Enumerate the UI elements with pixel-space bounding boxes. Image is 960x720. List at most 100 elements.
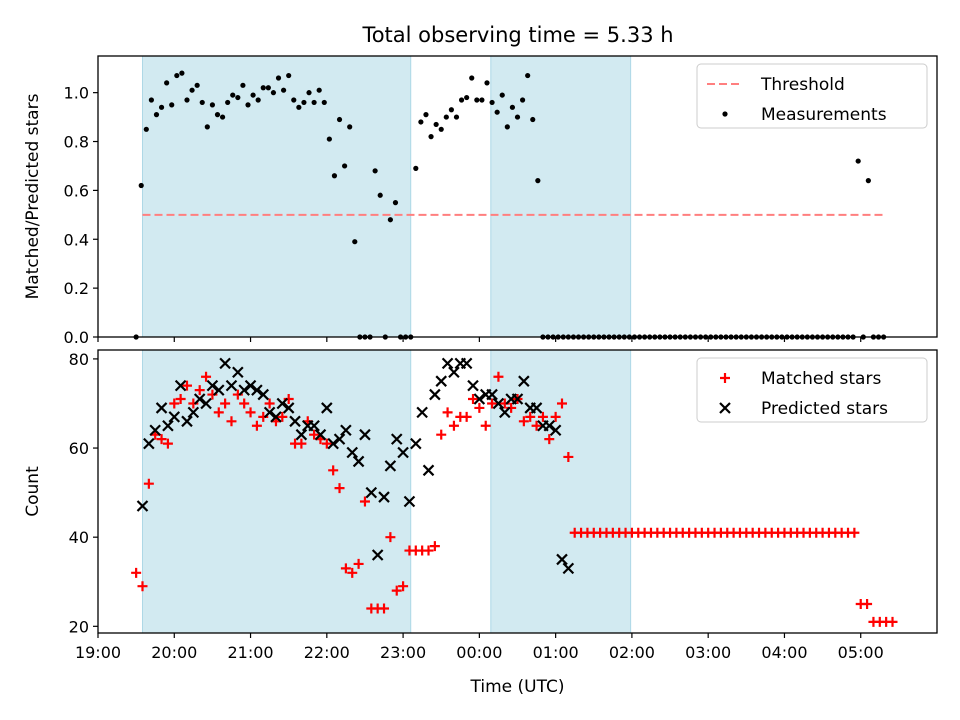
matched-star-point [137,581,148,592]
measurement-point [245,102,251,108]
matched-star-point [862,599,873,610]
measurement-point [458,97,465,103]
measurement-point [453,114,460,120]
matched-star-point [423,545,434,556]
measurement-point [413,165,419,171]
y-axis-label: Matched/Predicted stars [23,93,43,299]
predicted-star-point [346,446,359,459]
predicted-star-point [422,464,435,477]
matched-star-point [544,434,555,445]
y-tick-label: 0.0 [64,328,89,347]
measurement-point [352,239,358,245]
measurement-point [509,104,516,110]
measurement-point [535,178,541,184]
measurement-point [484,80,490,86]
predicted-star-point [295,428,308,441]
matched-star-point [156,434,167,445]
measurement-point [392,200,399,206]
predicted-star-point [308,419,320,432]
predicted-star-point [155,402,168,414]
measurement-point [519,97,526,103]
x-tick-label: 19:00 [75,643,121,662]
measurement-point [296,104,302,110]
matched-star-point [550,411,561,422]
legend-marker-matched [720,373,730,383]
measurement-point [270,90,277,96]
predicted-star-point [511,393,524,405]
matched-star-point [429,541,440,552]
matched-star-point [296,438,307,449]
matched-star-point [264,398,275,409]
measurement-point [230,92,236,98]
measurement-point [479,97,485,103]
matched-star-point [461,411,472,422]
measurement-point [219,114,226,120]
predicted-star-point [460,357,473,370]
measurement-point [504,124,510,130]
measurement-point [255,97,261,103]
measurement-point [342,163,348,169]
predicted-star-point [244,379,257,392]
matched-star-point [391,585,402,596]
measurement-point [214,112,221,118]
predicted-star-point [340,424,352,436]
axes-frame [97,349,938,634]
predicted-star-point [251,384,263,396]
measurement-point [250,92,256,98]
predicted-star-point [371,549,384,561]
matched-star-point [359,496,370,507]
matched-star-point [321,438,332,449]
matched-star-point [849,527,860,538]
measurement-point [301,99,307,106]
matched-star-point [518,416,529,427]
matched-star-point [251,420,262,431]
predicted-star-point [276,397,289,410]
measurement-point [189,87,195,93]
y-tick-label: 60 [69,439,89,458]
predicted-star-point [257,388,270,401]
predicted-star-point [270,411,282,423]
measurement-point [331,173,338,179]
shaded-interval [142,56,411,337]
predicted-star-point [212,384,225,396]
matched-star-point [245,407,256,418]
matched-star-point [442,407,453,418]
predicted-star-point [143,437,155,450]
matched-star-point [162,438,173,449]
y-tick-label: 20 [69,617,89,636]
matched-star-point [309,429,320,440]
matched-star-point [525,411,536,422]
x-axis-label: Time (UTC) [470,677,565,697]
measurement-point [469,75,475,81]
measurement-point [138,182,144,189]
measurement-point [443,114,449,120]
measurement-point [336,116,343,123]
matched-star-point [334,483,345,494]
legend-marker-predicted [719,402,731,414]
x-tick-label: 03:00 [685,643,731,662]
measurement-point [306,90,312,96]
matched-star-point [563,451,574,462]
predicted-star-point [187,406,200,419]
matched-star-point [537,411,548,422]
measurement-point [204,124,210,130]
matched-star-point [201,371,212,382]
predicted-star-point [200,397,212,410]
matched-star-point [436,429,447,440]
matched-star-point [277,411,288,422]
measurement-point [265,85,271,91]
matched-star-point [181,380,192,391]
measurement-point [194,82,200,88]
predicted-star-point [238,384,250,396]
measurement-point [423,112,429,118]
predicted-star-point [219,357,231,370]
predicted-star-point [378,491,390,503]
predicted-star-point [149,424,161,436]
predicted-star-point [416,406,428,419]
matched-star-point [468,394,479,405]
measurement-point [372,168,378,174]
predicted-star-point [359,428,371,441]
measurement-point [464,94,470,101]
predicted-star-point [403,495,416,508]
